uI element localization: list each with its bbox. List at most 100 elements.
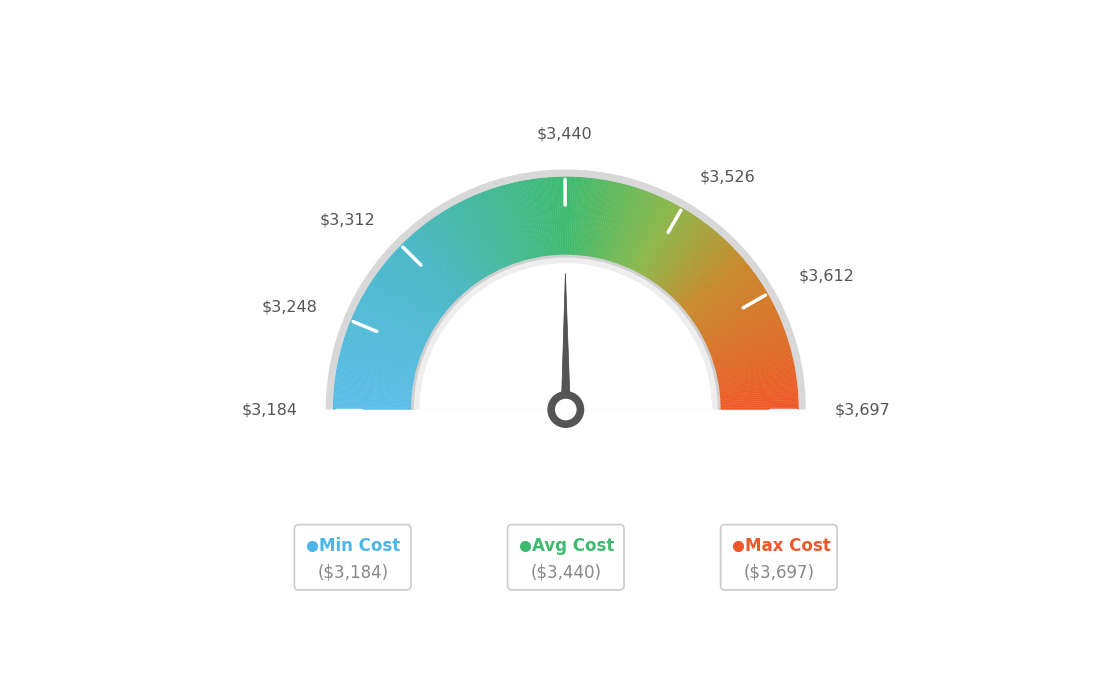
Wedge shape: [686, 263, 749, 314]
Wedge shape: [553, 177, 560, 256]
Wedge shape: [711, 333, 787, 361]
Bar: [305, 410, 827, 609]
Wedge shape: [344, 333, 421, 361]
Wedge shape: [687, 267, 752, 317]
Wedge shape: [539, 178, 550, 257]
Wedge shape: [709, 324, 784, 355]
Text: $3,312: $3,312: [320, 213, 375, 228]
Wedge shape: [619, 191, 649, 266]
Wedge shape: [596, 181, 614, 259]
Wedge shape: [337, 364, 415, 381]
Wedge shape: [408, 237, 464, 297]
Wedge shape: [335, 378, 414, 391]
Wedge shape: [414, 257, 718, 410]
Wedge shape: [390, 255, 450, 309]
FancyBboxPatch shape: [295, 524, 411, 590]
Wedge shape: [634, 201, 671, 273]
Wedge shape: [410, 235, 465, 295]
Wedge shape: [326, 170, 806, 410]
Wedge shape: [582, 178, 593, 257]
Wedge shape: [414, 232, 467, 293]
Wedge shape: [393, 252, 453, 307]
Wedge shape: [648, 213, 692, 281]
Wedge shape: [471, 196, 505, 269]
Wedge shape: [506, 184, 528, 262]
Wedge shape: [546, 177, 554, 257]
Wedge shape: [571, 177, 575, 256]
Wedge shape: [371, 281, 438, 326]
Wedge shape: [627, 196, 660, 269]
Wedge shape: [351, 317, 425, 350]
Wedge shape: [719, 402, 798, 406]
Wedge shape: [613, 188, 640, 264]
Wedge shape: [378, 270, 443, 319]
Wedge shape: [705, 315, 779, 348]
Wedge shape: [359, 299, 431, 339]
Wedge shape: [643, 208, 684, 277]
Wedge shape: [339, 356, 416, 376]
Wedge shape: [719, 404, 799, 408]
Wedge shape: [696, 285, 764, 328]
Wedge shape: [551, 177, 558, 257]
Wedge shape: [361, 297, 432, 337]
Wedge shape: [374, 275, 440, 322]
Wedge shape: [605, 184, 628, 262]
Wedge shape: [661, 227, 712, 290]
Wedge shape: [501, 185, 524, 262]
Wedge shape: [684, 261, 747, 313]
Wedge shape: [431, 218, 478, 284]
Wedge shape: [673, 243, 731, 301]
Wedge shape: [333, 385, 413, 395]
Text: $3,440: $3,440: [538, 126, 593, 141]
Text: $3,612: $3,612: [798, 268, 854, 284]
Wedge shape: [336, 373, 414, 387]
Wedge shape: [716, 368, 796, 384]
Wedge shape: [639, 206, 680, 276]
Wedge shape: [433, 217, 479, 284]
Wedge shape: [522, 180, 539, 259]
Wedge shape: [719, 388, 798, 397]
Circle shape: [548, 391, 584, 428]
Wedge shape: [650, 215, 697, 283]
Wedge shape: [719, 400, 798, 405]
Wedge shape: [604, 184, 626, 262]
Wedge shape: [659, 224, 709, 288]
Wedge shape: [645, 210, 689, 279]
Wedge shape: [714, 352, 792, 373]
Wedge shape: [348, 324, 423, 355]
Text: $3,526: $3,526: [700, 170, 756, 184]
Wedge shape: [690, 273, 756, 321]
Wedge shape: [383, 263, 446, 314]
Wedge shape: [575, 177, 583, 257]
Wedge shape: [368, 285, 436, 328]
Wedge shape: [412, 233, 466, 295]
Wedge shape: [628, 197, 662, 270]
Wedge shape: [702, 304, 775, 342]
Wedge shape: [719, 407, 799, 410]
Wedge shape: [556, 177, 561, 256]
Text: ($3,440): ($3,440): [530, 564, 602, 582]
Wedge shape: [333, 402, 413, 406]
Wedge shape: [489, 189, 517, 265]
Wedge shape: [350, 319, 424, 352]
Wedge shape: [676, 246, 734, 304]
Wedge shape: [549, 177, 556, 257]
Wedge shape: [607, 185, 630, 262]
Wedge shape: [358, 302, 429, 340]
Wedge shape: [420, 227, 470, 290]
Wedge shape: [700, 297, 771, 337]
Wedge shape: [357, 306, 428, 343]
Wedge shape: [705, 313, 778, 347]
Wedge shape: [529, 179, 543, 258]
Wedge shape: [691, 275, 757, 322]
Text: $3,248: $3,248: [262, 299, 318, 315]
Wedge shape: [590, 179, 605, 258]
Wedge shape: [656, 221, 704, 286]
Wedge shape: [396, 248, 455, 304]
Wedge shape: [337, 366, 415, 382]
Wedge shape: [625, 195, 658, 268]
Wedge shape: [647, 212, 691, 280]
Wedge shape: [678, 250, 737, 306]
Wedge shape: [668, 237, 723, 297]
Wedge shape: [577, 177, 585, 257]
